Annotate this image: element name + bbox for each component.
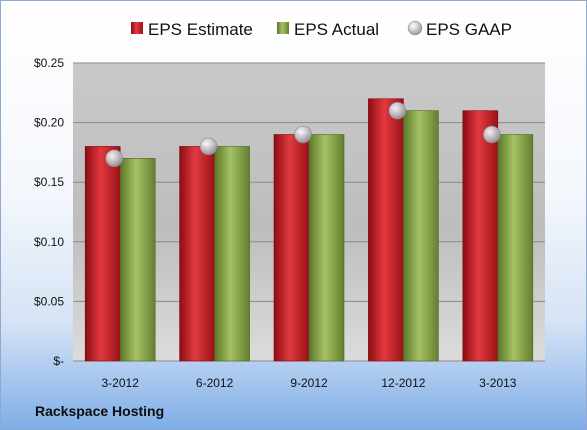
- marker-eps-gaap: [388, 101, 407, 120]
- legend-label: EPS Actual: [294, 20, 379, 39]
- y-tick-label: $0.20: [34, 116, 64, 130]
- bar-eps-actual: [119, 158, 156, 362]
- marker-eps-gaap: [199, 137, 218, 156]
- marker-eps-gaap: [105, 149, 123, 168]
- marker-eps-gaap: [482, 125, 501, 144]
- bar-eps-actual: [308, 134, 345, 362]
- y-tick-label: $-: [53, 354, 64, 368]
- bar-eps-estimate: [84, 146, 121, 362]
- bar-eps-estimate: [179, 146, 215, 362]
- bar-eps-actual: [214, 146, 250, 362]
- bar-eps-actual: [403, 110, 439, 362]
- legend-swatch: [277, 22, 289, 34]
- y-tick-label: $0.05: [34, 294, 64, 308]
- x-tick-label: 3-2012: [102, 376, 140, 390]
- x-tick-label: 6-2012: [196, 376, 234, 390]
- y-tick-label: $0.10: [34, 235, 64, 249]
- bar-eps-estimate: [273, 134, 310, 362]
- bar-eps-estimate: [368, 98, 404, 362]
- legend-swatch: [407, 20, 423, 36]
- y-tick-label: $0.15: [34, 175, 64, 189]
- x-tick-label: 9-2012: [290, 376, 328, 390]
- x-tick-label: 12-2012: [381, 376, 425, 390]
- bar-eps-actual: [497, 134, 534, 362]
- legend-label: EPS GAAP: [426, 20, 512, 39]
- bar-eps-estimate: [462, 110, 499, 362]
- marker-eps-gaap: [294, 125, 312, 144]
- x-tick-label: 3-2013: [479, 376, 517, 390]
- company-name: Rackspace Hosting: [35, 403, 165, 419]
- legend-swatch: [131, 22, 143, 34]
- legend-label: EPS Estimate: [148, 20, 253, 39]
- y-tick-label: $0.25: [34, 56, 64, 70]
